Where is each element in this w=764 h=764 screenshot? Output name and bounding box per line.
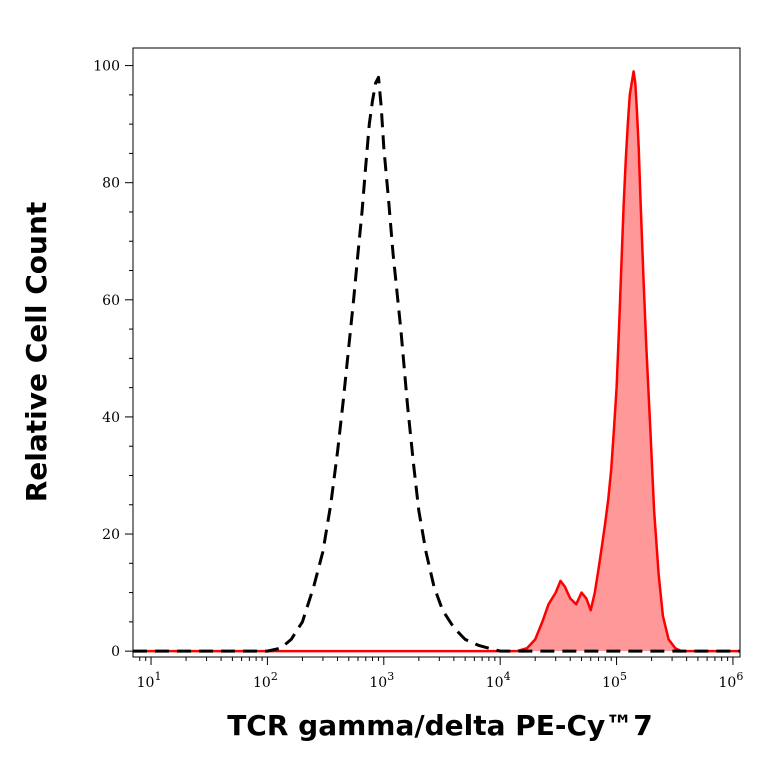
y-tick-label: 0	[111, 644, 120, 660]
x-tick-label: 103	[369, 670, 394, 691]
y-tick-label: 80	[102, 176, 120, 192]
x-tick-label: 104	[486, 670, 511, 691]
stained-line	[133, 70, 740, 653]
x-tick-label: 105	[602, 670, 627, 691]
x-tick-label: 102	[253, 670, 278, 691]
control-dashed-line	[133, 75, 740, 653]
x-tick-label: 101	[137, 670, 162, 691]
plot-frame	[132, 47, 741, 658]
y-tick-label: 40	[102, 410, 120, 426]
y-tick-label: 100	[93, 59, 120, 75]
y-axis: 0 20 40 60 80 100	[93, 59, 133, 660]
series-layer	[133, 70, 740, 653]
x-axis-title: TCR gamma/delta PE-Cy™7	[227, 709, 653, 742]
y-tick-label: 20	[102, 527, 120, 543]
y-axis-title: Relative Cell Count	[20, 202, 53, 503]
stained-area	[133, 71, 740, 652]
x-tick-label: 106	[719, 670, 744, 691]
y-tick-label: 60	[102, 293, 120, 309]
x-axis: 101 102 103 104 105 106	[137, 657, 744, 691]
